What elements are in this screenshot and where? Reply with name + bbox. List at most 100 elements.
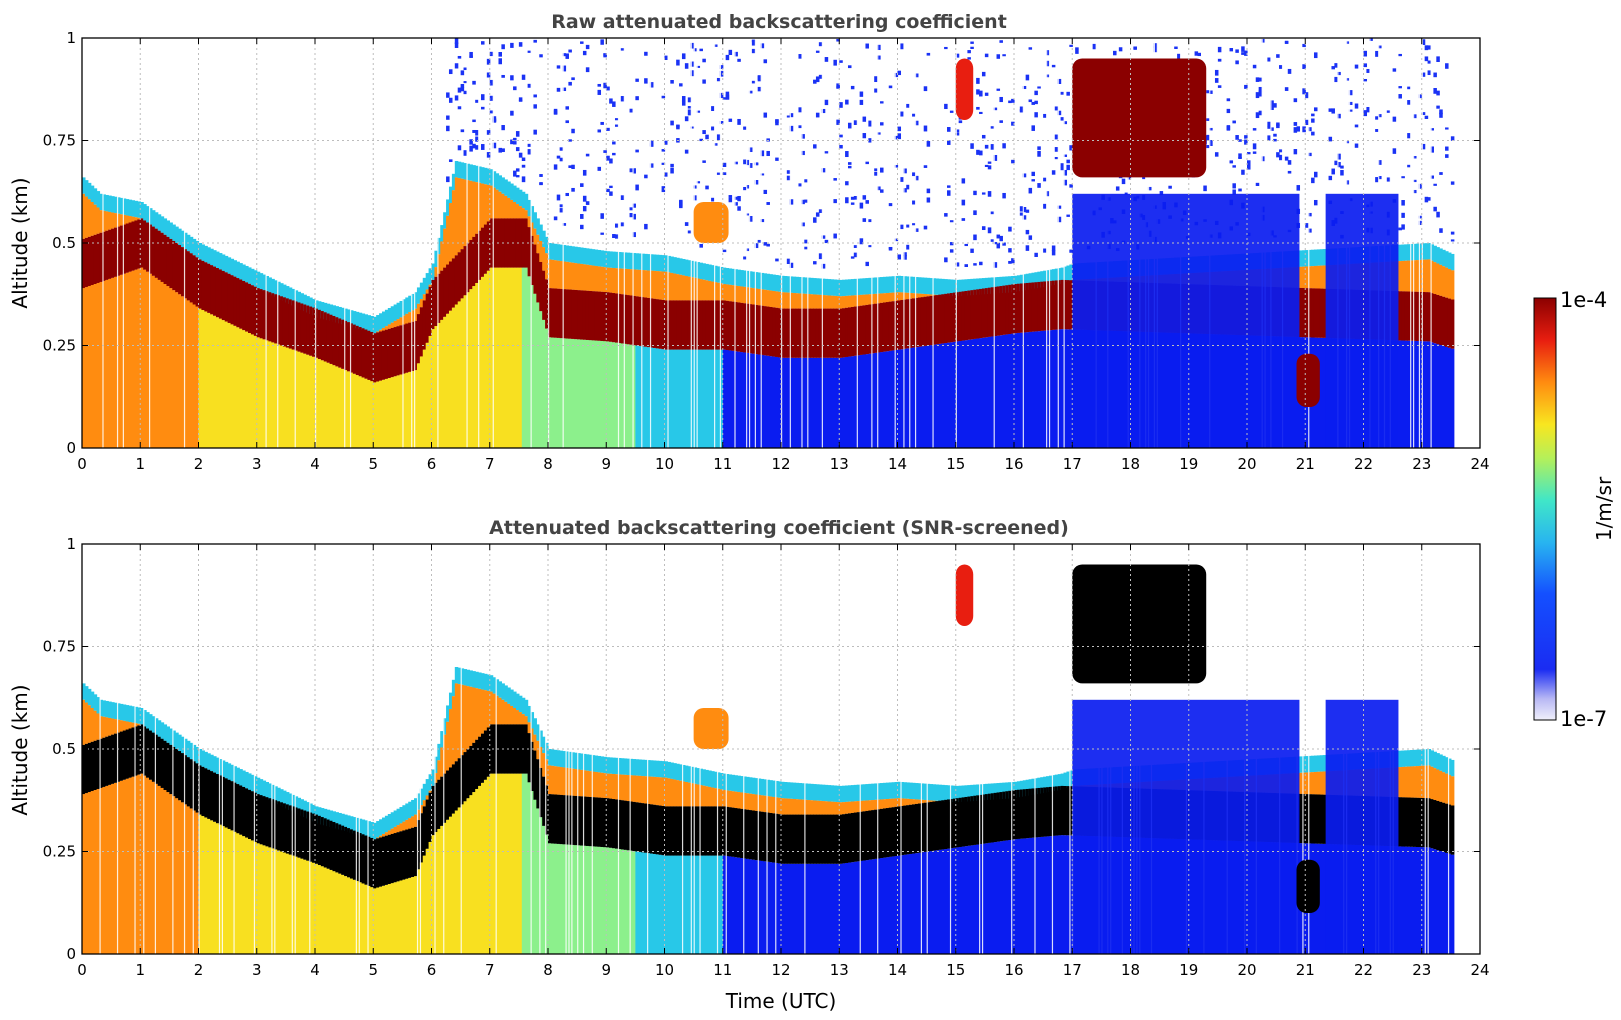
heatmap-cell xyxy=(373,316,377,334)
heatmap-cell xyxy=(250,334,255,448)
heatmap-cell xyxy=(582,339,587,448)
data-gap xyxy=(154,544,157,954)
heatmap-cell xyxy=(361,328,366,378)
noise-cell xyxy=(1232,120,1236,124)
heatmap-cell xyxy=(1060,773,1065,790)
noise-cell xyxy=(1022,173,1027,178)
heatmap-cell xyxy=(370,331,374,382)
heatmap-cell xyxy=(253,776,258,793)
heatmap-cell xyxy=(556,288,561,338)
heatmap-cell xyxy=(87,792,92,954)
noise-cell xyxy=(839,102,843,108)
heatmap-cell xyxy=(425,273,430,290)
heatmap-cell xyxy=(617,849,622,954)
noise-cell xyxy=(1305,92,1309,96)
heatmap-cell xyxy=(268,277,272,294)
noise-cell xyxy=(527,143,532,147)
heatmap-cell xyxy=(687,806,692,856)
heatmap-cell xyxy=(387,328,392,379)
heatmap-cell xyxy=(652,254,657,271)
noise-cell xyxy=(914,228,919,232)
heatmap-cell xyxy=(813,784,817,801)
heatmap-cell xyxy=(781,798,785,815)
heatmap-cell xyxy=(976,289,980,339)
heatmap-cell xyxy=(1046,270,1050,287)
heatmap-cell xyxy=(617,268,622,294)
heatmap-cell xyxy=(818,357,823,448)
heatmap-cell xyxy=(1002,782,1006,800)
heatmap-cell xyxy=(568,289,572,339)
heatmap-cell xyxy=(865,784,869,801)
noise-cell xyxy=(632,232,636,238)
heatmap-cell xyxy=(454,161,459,178)
heatmap-cell xyxy=(853,306,858,356)
heatmap-cell xyxy=(545,834,549,954)
heatmap-cell xyxy=(381,379,386,448)
heatmap-cell xyxy=(84,743,89,794)
noise-cell xyxy=(1279,65,1283,68)
noise-cell xyxy=(1436,105,1440,109)
noise-cell xyxy=(661,95,666,99)
heatmap-cell xyxy=(588,771,593,797)
data-gap xyxy=(1069,544,1071,954)
heatmap-cell xyxy=(335,823,339,873)
heatmap-cell xyxy=(312,862,316,954)
noise-cell xyxy=(565,53,569,59)
heatmap-cell xyxy=(224,827,229,954)
heatmap-cell xyxy=(288,299,293,349)
heatmap-cell xyxy=(513,267,517,448)
heatmap-cell xyxy=(944,343,948,448)
heatmap-cell xyxy=(722,267,727,284)
heatmap-cell xyxy=(571,752,575,769)
heatmap-cell xyxy=(626,295,631,345)
heatmap-cell xyxy=(419,356,424,448)
noise-cell xyxy=(728,49,733,56)
heatmap-cell xyxy=(984,794,989,844)
heatmap-cell xyxy=(204,751,208,769)
heatmap-cell xyxy=(1398,291,1402,341)
heatmap-cell xyxy=(874,277,878,294)
heatmap-cell xyxy=(690,277,695,301)
noise-cell xyxy=(571,187,575,192)
heatmap-cell xyxy=(495,679,500,696)
heatmap-cell xyxy=(687,766,692,783)
heatmap-cell xyxy=(550,243,555,260)
noise-cell xyxy=(847,65,852,69)
heatmap-cell xyxy=(644,346,648,448)
heatmap-cell xyxy=(198,259,203,309)
heatmap-cell xyxy=(428,335,433,448)
noise-cell xyxy=(515,168,520,172)
heatmap-cell xyxy=(638,759,642,776)
heatmap-cell xyxy=(119,274,124,448)
heatmap-cell xyxy=(1305,250,1309,267)
heatmap-cell xyxy=(536,234,540,254)
noise-cell xyxy=(1424,196,1429,203)
heatmap-cell xyxy=(274,294,278,344)
heatmap-cell xyxy=(1063,835,1068,954)
heatmap-cell xyxy=(486,168,491,185)
heatmap-cell xyxy=(711,806,715,856)
heatmap-cell xyxy=(993,336,998,448)
heatmap-cell xyxy=(836,279,840,297)
noise-cell xyxy=(737,58,741,62)
noise-cell xyxy=(457,106,462,110)
heatmap-cell xyxy=(938,849,942,954)
noise-cell xyxy=(1424,115,1429,119)
heatmap-cell xyxy=(810,308,814,358)
heatmap-cell xyxy=(1299,793,1303,844)
heatmap-cell xyxy=(731,791,735,808)
noise-cell xyxy=(510,42,514,48)
noise-cell xyxy=(996,54,1001,59)
noise-cell xyxy=(836,119,840,125)
heatmap-cell xyxy=(1421,292,1426,342)
heatmap-cell xyxy=(1011,782,1015,799)
heatmap-cell xyxy=(239,328,243,448)
noise-cell xyxy=(664,172,669,177)
heatmap-cell xyxy=(926,851,931,954)
heatmap-cell xyxy=(134,217,138,221)
noise-cell xyxy=(1378,45,1382,49)
heatmap-cell xyxy=(338,824,342,874)
heatmap-cell xyxy=(781,814,785,864)
heatmap-cell xyxy=(384,835,389,885)
heatmap-cell xyxy=(119,703,124,721)
